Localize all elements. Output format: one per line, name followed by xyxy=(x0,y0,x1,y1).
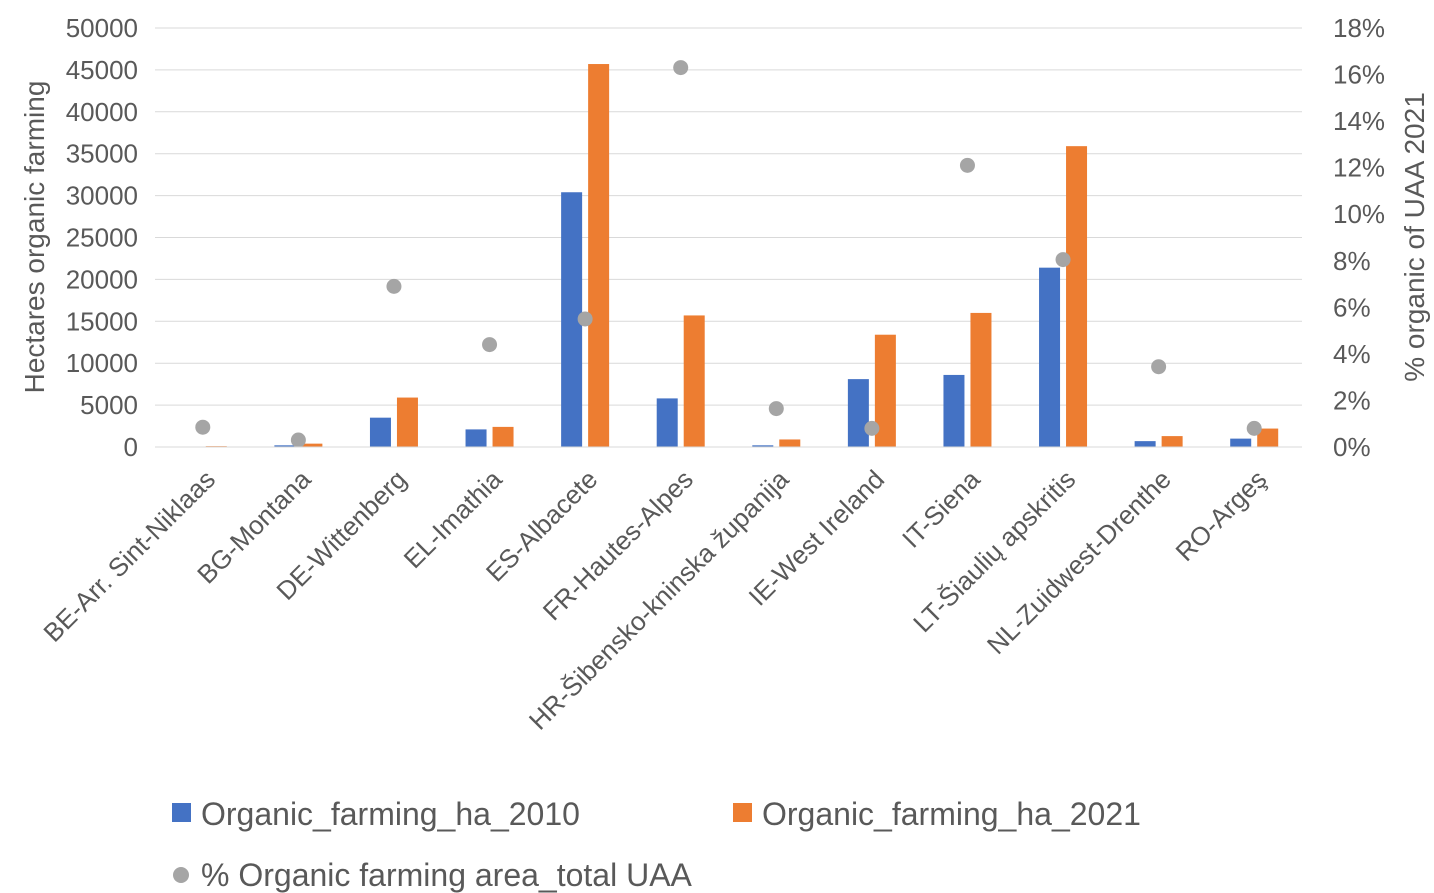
percent-point xyxy=(1151,359,1167,375)
x-tick-label: BE-Arr. Sint-Niklaas xyxy=(37,464,221,648)
legend-item-percent: % Organic farming area_total UAA xyxy=(173,857,693,893)
left-axis: 0 5000 10000 15000 20000 25000 30000 35000 40000… xyxy=(66,13,138,462)
y2-tick-label: 16% xyxy=(1333,60,1385,90)
y-tick-label: 45000 xyxy=(66,55,138,85)
y2-tick-label: 2% xyxy=(1333,385,1371,415)
legend-label-2021: Organic_farming_ha_2021 xyxy=(762,796,1141,832)
legend-item-2010: Organic_farming_ha_2010 xyxy=(172,796,580,832)
y-tick-label: 50000 xyxy=(66,13,138,43)
gridlines xyxy=(155,27,1302,448)
bar-2021 xyxy=(970,312,992,447)
y-axis-title: Hectares organic farming xyxy=(19,81,50,394)
y2-tick-label: 8% xyxy=(1333,246,1371,276)
bar-2010 xyxy=(561,192,583,447)
y-tick-label: 20000 xyxy=(66,264,138,294)
percent-point xyxy=(768,401,784,417)
legend-marker-percent xyxy=(173,867,189,883)
bar-2021 xyxy=(1066,146,1088,447)
bar-2010 xyxy=(847,379,869,447)
bar-2021 xyxy=(779,439,801,447)
bar-2021 xyxy=(301,443,323,447)
scatter-points xyxy=(195,60,1262,448)
bar-2010 xyxy=(943,374,965,447)
y-tick-label: 5000 xyxy=(80,390,138,420)
percent-point xyxy=(386,278,402,294)
y2-tick-label: 0% xyxy=(1333,432,1371,462)
bar-2021 xyxy=(396,397,418,447)
percent-point xyxy=(959,157,975,173)
legend-label-2010: Organic_farming_ha_2010 xyxy=(201,796,580,832)
bar-2021 xyxy=(588,64,610,447)
legend: Organic_farming_ha_2010 Organic_farming_… xyxy=(172,796,1141,893)
y-tick-label: 40000 xyxy=(66,97,138,127)
x-tick-label: IT-Siena xyxy=(896,464,986,554)
bar-2021 xyxy=(1257,428,1279,447)
legend-swatch-2010 xyxy=(172,803,191,822)
y2-tick-label: 6% xyxy=(1333,292,1371,322)
percent-point xyxy=(673,60,689,76)
x-tick-label: NL-Zuidwest-Drenthe xyxy=(981,464,1177,660)
bar-2010 xyxy=(752,445,774,447)
percent-point xyxy=(864,420,880,436)
bar-2021 xyxy=(683,315,705,447)
bar-2010 xyxy=(465,429,487,447)
y2-tick-label: 14% xyxy=(1333,106,1385,136)
category-axis: BE-Arr. Sint-NiklaasBG-MontanaDE-Wittenb… xyxy=(37,446,1302,736)
bar-2010 xyxy=(656,398,678,447)
bar-2021 xyxy=(1161,436,1183,447)
y-tick-label: 15000 xyxy=(66,306,138,336)
legend-swatch-2021 xyxy=(733,803,752,822)
bar-2021 xyxy=(492,426,514,447)
y-tick-label: 35000 xyxy=(66,139,138,169)
right-axis: 0% 2% 4% 6% 8% 10% 12% 14% 16% 18% xyxy=(1333,13,1385,462)
bar-2010 xyxy=(1134,441,1156,447)
percent-point xyxy=(1246,420,1262,436)
percent-point xyxy=(482,337,498,353)
y-tick-label: 25000 xyxy=(66,223,138,253)
y-tick-label: 0 xyxy=(124,432,138,462)
y2-tick-label: 10% xyxy=(1333,199,1385,229)
y-tick-label: 10000 xyxy=(66,348,138,378)
bar-2010 xyxy=(1039,267,1061,447)
percent-point xyxy=(290,432,306,448)
x-tick-label: RO-Argeş xyxy=(1170,464,1273,567)
percent-point xyxy=(195,419,211,435)
percent-point xyxy=(577,311,593,327)
percent-point xyxy=(1055,252,1071,268)
y2-tick-label: 18% xyxy=(1333,13,1385,43)
bar-2010 xyxy=(1230,438,1252,447)
bar-2010 xyxy=(369,417,391,447)
bars xyxy=(178,64,1279,448)
bar-2010 xyxy=(274,445,296,447)
x-tick-label: LT-Šiaulių apskritis xyxy=(907,464,1081,638)
legend-item-2021: Organic_farming_ha_2021 xyxy=(733,796,1141,832)
bar-2021 xyxy=(874,334,896,447)
y-tick-label: 30000 xyxy=(66,181,138,211)
y2-tick-label: 4% xyxy=(1333,339,1371,369)
legend-label-percent: % Organic farming area_total UAA xyxy=(201,857,693,893)
y2-tick-label: 12% xyxy=(1333,153,1385,183)
y2-axis-title: % organic of UAA 2021 xyxy=(1399,92,1430,382)
